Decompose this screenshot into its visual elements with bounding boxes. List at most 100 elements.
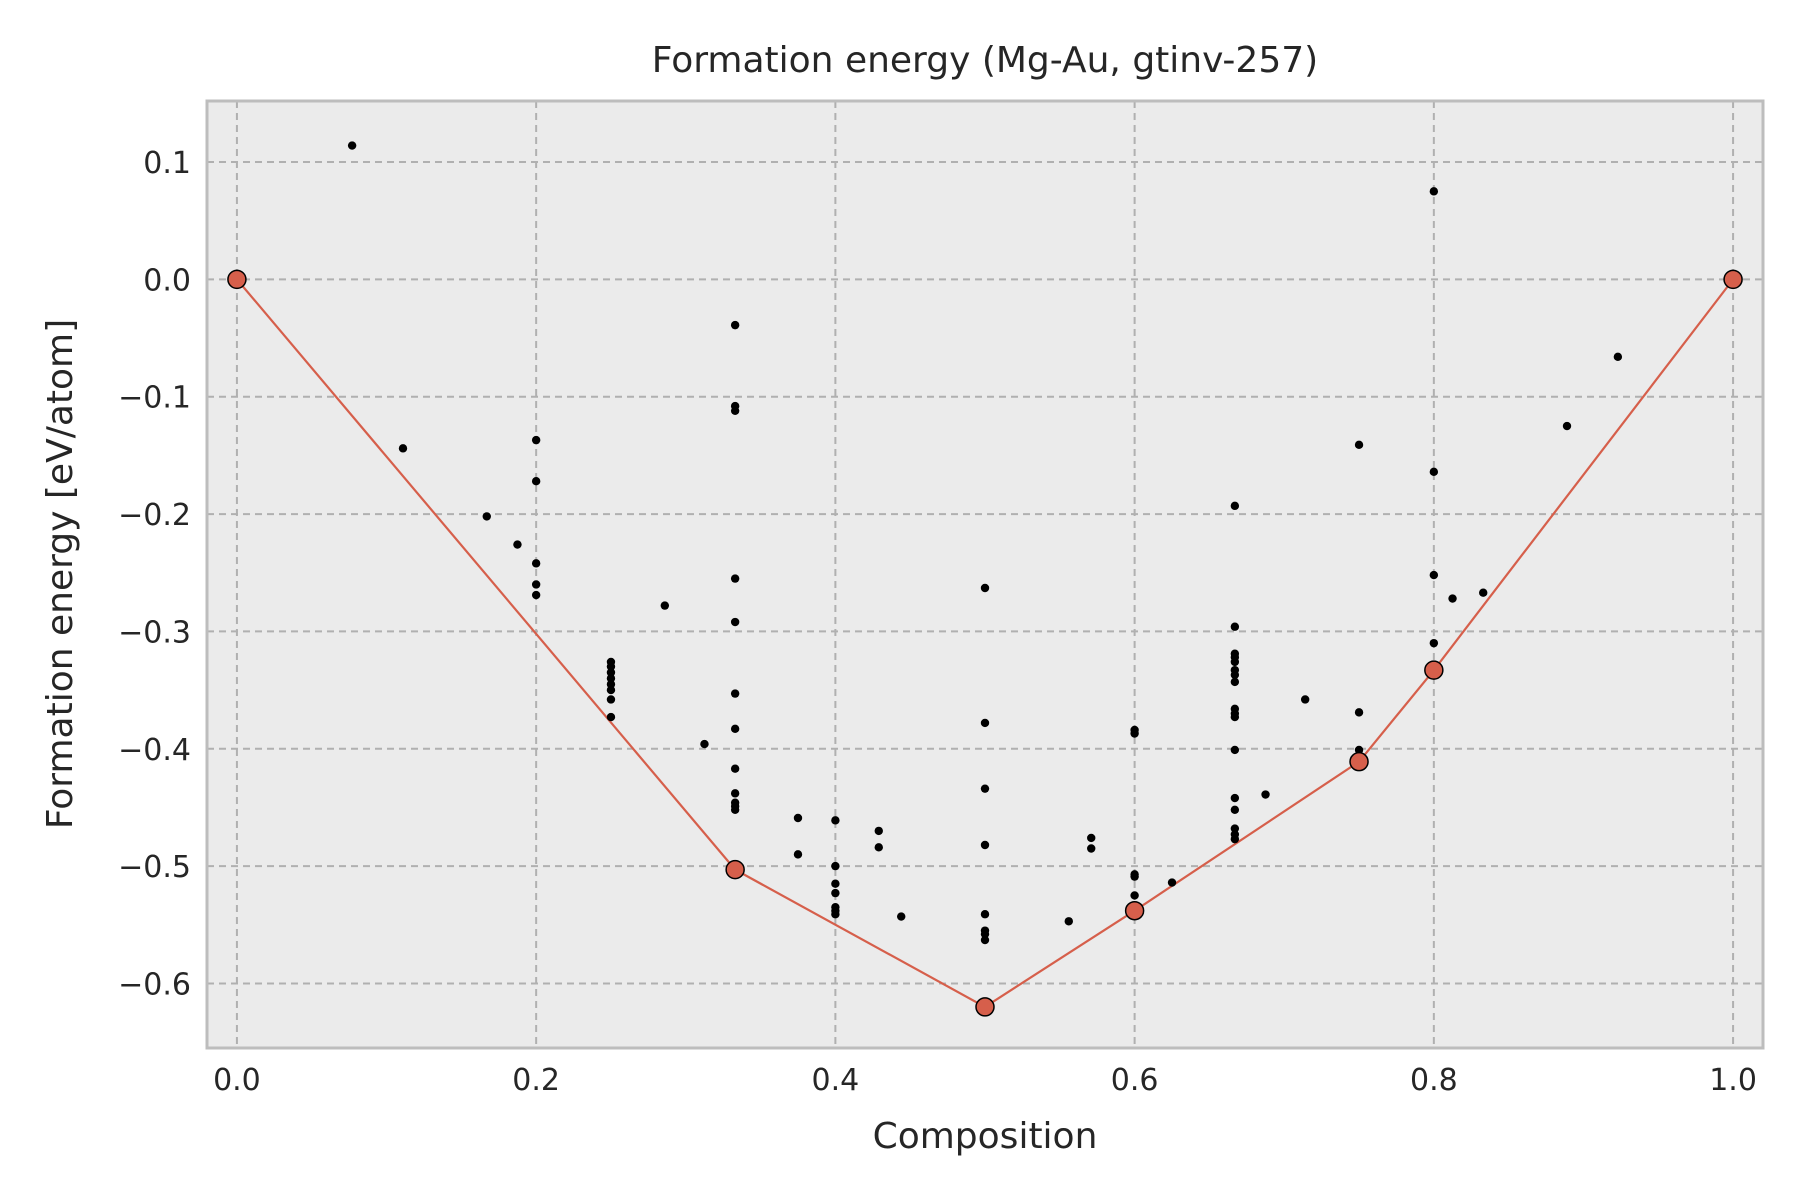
x-tick-label: 1.0 <box>1709 1063 1757 1098</box>
structure-point <box>831 910 840 919</box>
structure-point <box>730 789 740 798</box>
plot-frame <box>205 99 1765 1050</box>
structure-point <box>980 718 990 728</box>
x-axis-label: Composition <box>873 1116 1098 1157</box>
chart-title: Formation energy (Mg-Au, gtinv-257) <box>652 40 1318 81</box>
structure-point <box>1230 793 1240 803</box>
structure-point <box>513 540 522 549</box>
y-tick-label: −0.1 <box>118 381 191 416</box>
structure-point <box>1300 695 1310 704</box>
y-tick-label: −0.6 <box>118 967 191 1002</box>
structure-point <box>1354 440 1364 450</box>
structure-point <box>1562 421 1572 431</box>
x-axis-ticks: 0.0 0.2 0.4 0.6 0.8 1.0 <box>213 1063 1757 1098</box>
hull-point <box>227 269 247 290</box>
structure-point <box>1429 187 1439 196</box>
structure-point <box>1230 834 1240 844</box>
structure-point <box>606 695 616 704</box>
hull-point <box>1124 900 1145 921</box>
structure-point <box>1064 917 1073 926</box>
structure-point <box>1429 570 1439 580</box>
structure-point <box>1087 833 1096 843</box>
x-tick-label: 0.8 <box>1410 1063 1458 1098</box>
structure-point <box>831 816 840 825</box>
hull-vertices <box>227 269 1743 1017</box>
structure-point <box>1167 878 1177 887</box>
structure-point <box>730 406 740 415</box>
structure-point <box>531 477 541 486</box>
structure-point <box>1230 712 1240 722</box>
y-tick-label: 0.0 <box>143 263 191 298</box>
y-tick-label: −0.5 <box>118 850 191 885</box>
structure-point <box>482 512 491 521</box>
structure-point <box>1230 657 1240 667</box>
structure-point <box>793 850 803 859</box>
structure-point <box>730 617 740 627</box>
structure-point <box>606 668 616 677</box>
structure-point <box>347 141 357 150</box>
structure-point <box>980 840 990 850</box>
structure-point <box>1429 638 1439 648</box>
structure-point <box>730 320 740 330</box>
structure-point <box>606 685 616 695</box>
structure-point <box>980 784 990 793</box>
structure-point <box>1613 352 1623 362</box>
structure-point <box>831 879 840 888</box>
y-axis-label: Formation energy [eV/atom] <box>40 319 81 829</box>
structure-point <box>606 680 616 689</box>
structure-point <box>606 674 616 683</box>
structure-point <box>1130 872 1139 881</box>
y-tick-label: −0.4 <box>118 733 191 768</box>
structure-point <box>1354 708 1364 717</box>
structure-point <box>730 689 740 698</box>
structure-point <box>874 826 883 836</box>
structure-point <box>730 724 740 734</box>
structure-point <box>1354 745 1364 755</box>
structure-point <box>1230 824 1240 833</box>
structure-point <box>1230 622 1240 631</box>
hull-point <box>975 997 995 1017</box>
structure-point <box>606 712 616 722</box>
structure-point <box>1230 805 1240 814</box>
structure-point <box>531 559 541 568</box>
structure-point <box>1261 790 1270 799</box>
structure-point <box>730 764 740 773</box>
structure-point <box>831 888 840 898</box>
structure-point <box>531 435 541 445</box>
hull-point <box>1349 751 1369 772</box>
structure-point <box>531 580 541 589</box>
structure-point <box>606 662 616 671</box>
x-tick-label: 0.0 <box>213 1063 261 1098</box>
hull-point <box>1424 660 1444 680</box>
structure-point <box>1230 501 1240 511</box>
x-tick-label: 0.6 <box>1111 1063 1159 1098</box>
structure-point <box>980 935 990 945</box>
structure-point <box>1230 677 1240 687</box>
structure-point <box>980 583 990 593</box>
hull-point <box>1723 269 1743 290</box>
y-tick-label: 0.1 <box>143 146 191 181</box>
structure-point <box>831 861 840 871</box>
x-tick-label: 0.4 <box>812 1063 860 1098</box>
structure-point <box>874 843 883 852</box>
structure-point <box>1230 670 1240 680</box>
structure-point <box>1087 844 1096 853</box>
y-tick-label: −0.3 <box>118 615 191 650</box>
plot-area <box>207 101 1763 1048</box>
x-tick-label: 0.2 <box>512 1063 560 1098</box>
structure-point <box>700 739 709 749</box>
hull-point <box>725 859 745 880</box>
structure-points <box>347 141 1623 945</box>
structure-point <box>730 805 740 814</box>
structure-point <box>1429 467 1439 477</box>
structure-point <box>730 574 740 583</box>
structure-point <box>398 444 408 453</box>
y-tick-label: −0.2 <box>118 498 191 533</box>
structure-point <box>1130 891 1139 900</box>
structure-point <box>1130 729 1139 738</box>
structure-point <box>980 910 990 919</box>
structure-point <box>531 590 541 600</box>
structure-point <box>897 912 906 921</box>
structure-point <box>1230 745 1240 755</box>
